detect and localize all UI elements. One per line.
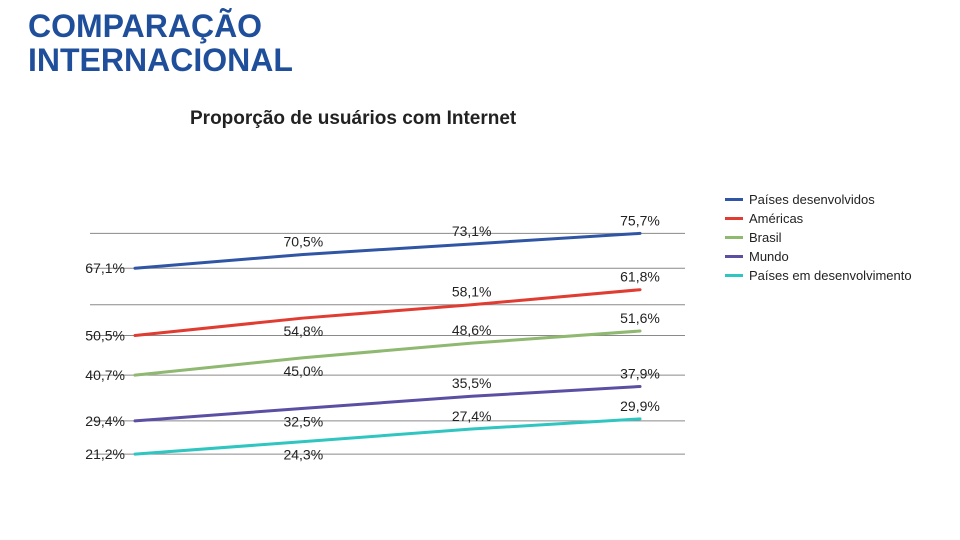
legend-swatch — [725, 198, 743, 201]
data-label: 24,3% — [283, 447, 323, 463]
legend-label: Américas — [749, 211, 803, 226]
data-label: 21,2% — [85, 446, 125, 462]
legend-item: Países em desenvolvimento — [725, 268, 912, 283]
data-label: 45,0% — [283, 363, 323, 379]
legend: Países desenvolvidos Américas Brasil Mundo P… — [725, 192, 912, 287]
legend-label: Mundo — [749, 249, 789, 264]
legend-label: Países desenvolvidos — [749, 192, 875, 207]
data-label: 37,9% — [620, 366, 660, 382]
title-line-1: COMPARAÇÃO — [28, 10, 293, 44]
data-label: 67,1% — [85, 260, 125, 276]
legend-item: Brasil — [725, 230, 912, 245]
data-label: 48,6% — [452, 322, 492, 338]
data-label: 51,6% — [620, 310, 660, 326]
legend-swatch — [725, 217, 743, 220]
series-line — [135, 290, 640, 336]
chart-subtitle: Proporção de usuários com Internet — [190, 108, 516, 130]
data-label: 40,7% — [85, 367, 125, 383]
data-label: 29,9% — [620, 398, 660, 414]
series-line — [135, 387, 640, 421]
data-label: 70,5% — [283, 233, 323, 249]
legend-label: Países em desenvolvimento — [749, 268, 912, 283]
data-label: 73,1% — [452, 223, 492, 239]
legend-item: Mundo — [725, 249, 912, 264]
data-label: 32,5% — [283, 413, 323, 429]
data-label: 58,1% — [452, 284, 492, 300]
legend-swatch — [725, 255, 743, 258]
data-label: 54,8% — [283, 323, 323, 339]
title-line-2: INTERNACIONAL — [28, 44, 293, 78]
legend-item: Américas — [725, 211, 912, 226]
legend-swatch — [725, 236, 743, 239]
legend-label: Brasil — [749, 230, 782, 245]
line-chart: 67,1% 70,5% 73,1% 75,7% 50,5% 54,8% 58,1% 61,8%… — [80, 135, 695, 540]
series-line — [135, 331, 640, 375]
data-label: 75,7% — [620, 212, 660, 228]
page-title: COMPARAÇÃO INTERNACIONAL — [28, 10, 293, 77]
data-label: 35,5% — [452, 375, 492, 391]
data-label: 50,5% — [85, 327, 125, 343]
legend-swatch — [725, 274, 743, 277]
data-label: 29,4% — [85, 413, 125, 429]
data-label: 27,4% — [452, 408, 492, 424]
series-line — [135, 233, 640, 268]
legend-item: Países desenvolvidos — [725, 192, 912, 207]
series-line — [135, 419, 640, 454]
data-label: 61,8% — [620, 269, 660, 285]
